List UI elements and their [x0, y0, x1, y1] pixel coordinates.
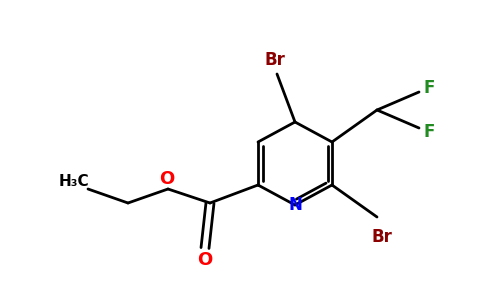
Text: F: F [424, 79, 435, 97]
Text: H₃C: H₃C [59, 173, 90, 188]
Text: N: N [288, 196, 302, 214]
Text: O: O [159, 170, 175, 188]
Text: O: O [197, 251, 212, 269]
Text: Br: Br [265, 51, 286, 69]
Text: Br: Br [372, 228, 393, 246]
Text: F: F [424, 123, 435, 141]
